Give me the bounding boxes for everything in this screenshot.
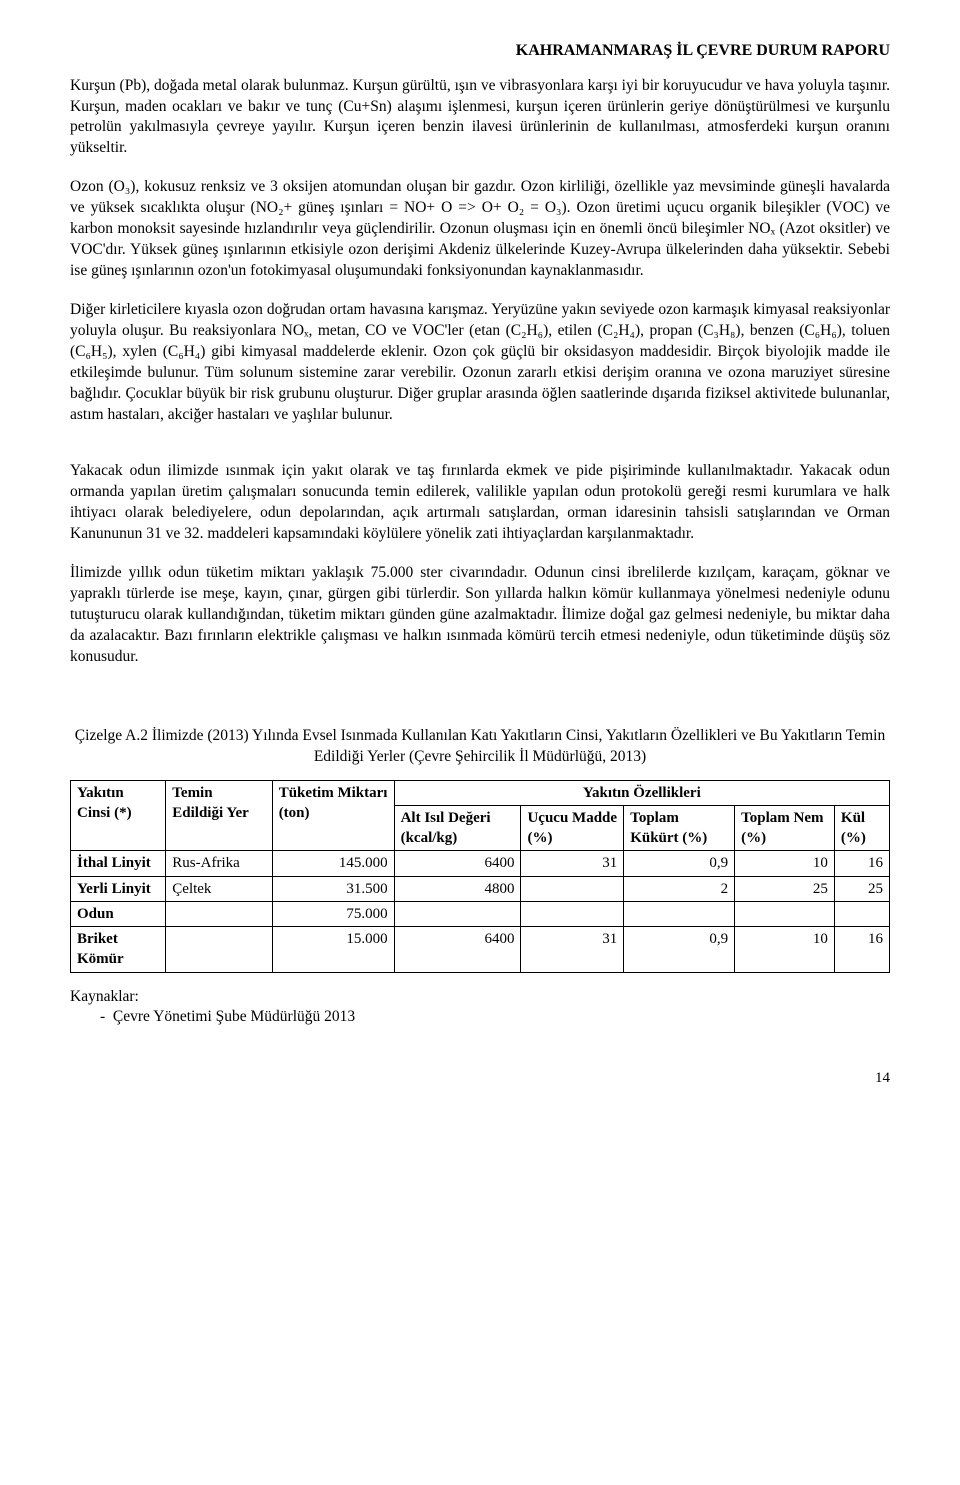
- table-header-row-1: Yakıtın Cinsi (*) Temin Edildiği Yer Tük…: [71, 780, 890, 805]
- table-caption: Çizelge A.2 İlimizde (2013) Yılında Evse…: [70, 726, 890, 768]
- cell: 75.000: [272, 901, 394, 926]
- cell: [735, 901, 835, 926]
- paragraph-2: Ozon (O₃), kokusuz renksiz ve 3 oksijen …: [70, 177, 890, 282]
- cell: [394, 901, 521, 926]
- th-fuel-type: Yakıtın Cinsi (*): [71, 780, 166, 851]
- sources-section: Kaynaklar: - Çevre Yönetimi Şube Müdürlü…: [70, 987, 890, 1029]
- cell: 10: [735, 851, 835, 876]
- table-row: Briket Kömür 15.000 6400 31 0,9 10 16: [71, 927, 890, 973]
- sources-label: Kaynaklar:: [70, 987, 890, 1008]
- cell: 6400: [394, 927, 521, 973]
- cell: Rus-Afrika: [166, 851, 272, 876]
- cell: Çeltek: [166, 876, 272, 901]
- table-row: Odun 75.000: [71, 901, 890, 926]
- cell: Odun: [71, 901, 166, 926]
- cell: 10: [735, 927, 835, 973]
- cell: 0,9: [624, 927, 735, 973]
- source-item: Çevre Yönetimi Şube Müdürlüğü 2013: [113, 1008, 355, 1025]
- cell: Briket Kömür: [71, 927, 166, 973]
- cell: [166, 901, 272, 926]
- header-title: KAHRAMANMARAŞ İL ÇEVRE DURUM RAPORU: [516, 42, 890, 59]
- cell: 145.000: [272, 851, 394, 876]
- th-ash: Kül (%): [834, 805, 889, 851]
- table-row: İthal Linyit Rus-Afrika 145.000 6400 31 …: [71, 851, 890, 876]
- cell: [834, 901, 889, 926]
- cell: Yerli Linyit: [71, 876, 166, 901]
- cell: 4800: [394, 876, 521, 901]
- th-consumption: Tüketim Miktarı (ton): [272, 780, 394, 851]
- cell: 16: [834, 851, 889, 876]
- cell: [166, 927, 272, 973]
- cell: [624, 901, 735, 926]
- cell: [521, 901, 624, 926]
- fuel-table: Yakıtın Cinsi (*) Temin Edildiği Yer Tük…: [70, 780, 890, 973]
- th-moisture: Toplam Nem (%): [735, 805, 835, 851]
- cell: 0,9: [624, 851, 735, 876]
- table-row: Yerli Linyit Çeltek 31.500 4800 2 25 25: [71, 876, 890, 901]
- th-source: Temin Edildiği Yer: [166, 780, 272, 851]
- paragraph-5: İlimizde yıllık odun tüketim miktarı yak…: [70, 563, 890, 668]
- page-header: KAHRAMANMARAŞ İL ÇEVRE DURUM RAPORU: [70, 40, 890, 62]
- th-heat: Alt Isıl Değeri (kcal/kg): [394, 805, 521, 851]
- paragraph-4: Yakacak odun ilimizde ısınmak için yakıt…: [70, 461, 890, 545]
- cell: 25: [834, 876, 889, 901]
- cell: 25: [735, 876, 835, 901]
- paragraph-1: Kurşun (Pb), doğada metal olarak bulunma…: [70, 76, 890, 160]
- cell: İthal Linyit: [71, 851, 166, 876]
- cell: 6400: [394, 851, 521, 876]
- paragraph-3: Diğer kirleticilere kıyasla ozon doğruda…: [70, 300, 890, 426]
- cell: 31: [521, 927, 624, 973]
- cell: 31: [521, 851, 624, 876]
- cell: 31.500: [272, 876, 394, 901]
- th-sulfur: Toplam Kükürt (%): [624, 805, 735, 851]
- cell: 16: [834, 927, 889, 973]
- cell: 15.000: [272, 927, 394, 973]
- cell: [521, 876, 624, 901]
- sources-list: - Çevre Yönetimi Şube Müdürlüğü 2013: [100, 1007, 890, 1028]
- page-number: 14: [70, 1068, 890, 1088]
- th-volatile: Uçucu Madde (%): [521, 805, 624, 851]
- th-properties-group: Yakıtın Özellikleri: [394, 780, 889, 805]
- cell: 2: [624, 876, 735, 901]
